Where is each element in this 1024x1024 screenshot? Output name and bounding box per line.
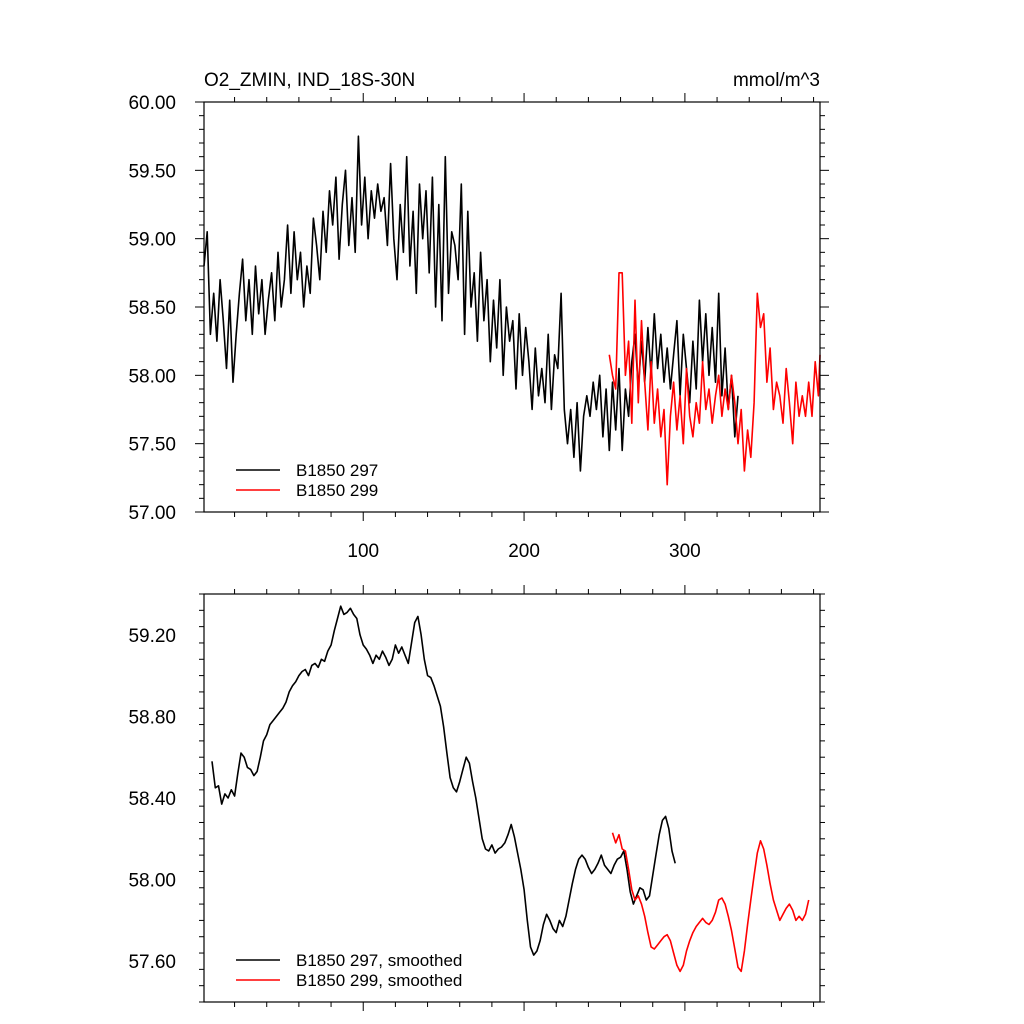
top-chart-panel: O2_ZMIN, IND_18S-30N mmol/m^3 57.00 57.50… bbox=[128, 70, 829, 562]
y-tick-label: 58.50 bbox=[128, 298, 176, 319]
y-tick-label: 58.40 bbox=[128, 789, 176, 810]
legend-label: B1850 297 bbox=[296, 461, 378, 480]
bottom-chart-panel: 57.60 58.00 58.40 58.80 59.20 B1850 297, smo… bbox=[128, 585, 825, 1011]
y-tick-label: 58.00 bbox=[128, 871, 176, 892]
chart-title: O2_ZMIN, IND_18S-30N bbox=[204, 70, 415, 91]
bottom-series-group bbox=[211, 605, 810, 973]
y-tick-label: 59.20 bbox=[128, 626, 176, 647]
series-line-1 bbox=[211, 605, 676, 956]
y-tick-label: 59.00 bbox=[128, 230, 176, 251]
y-tick-label: 59.50 bbox=[128, 161, 176, 182]
series-line-2 bbox=[608, 272, 821, 486]
plot-frame bbox=[203, 593, 821, 1003]
y-tick-label: 57.50 bbox=[128, 435, 176, 456]
x-tick-label: 200 bbox=[508, 541, 540, 562]
legend-label: B1850 297, smoothed bbox=[296, 951, 462, 970]
bottom-axes-group: 57.60 58.00 58.40 58.80 59.20 bbox=[128, 585, 825, 1011]
y-tick-label: 60.00 bbox=[128, 93, 176, 114]
y-tick-label: 57.00 bbox=[128, 503, 176, 524]
y-tick-label: 58.00 bbox=[128, 366, 176, 387]
series-line-2 bbox=[611, 832, 810, 973]
legend-label: B1850 299, smoothed bbox=[296, 971, 462, 990]
x-tick-label: 100 bbox=[347, 541, 379, 562]
legend-label: B1850 299 bbox=[296, 481, 378, 500]
top-axes-group: 57.00 57.50 58.00 58.50 59.00 59.50 60.00 100 20… bbox=[128, 93, 829, 562]
x-tick-label: 300 bbox=[669, 541, 701, 562]
y-tick-label: 58.80 bbox=[128, 707, 176, 728]
series-line-1 bbox=[203, 135, 739, 472]
y-tick-label: 57.60 bbox=[128, 952, 176, 973]
top-series-group bbox=[203, 135, 821, 486]
chart-units: mmol/m^3 bbox=[733, 70, 820, 91]
